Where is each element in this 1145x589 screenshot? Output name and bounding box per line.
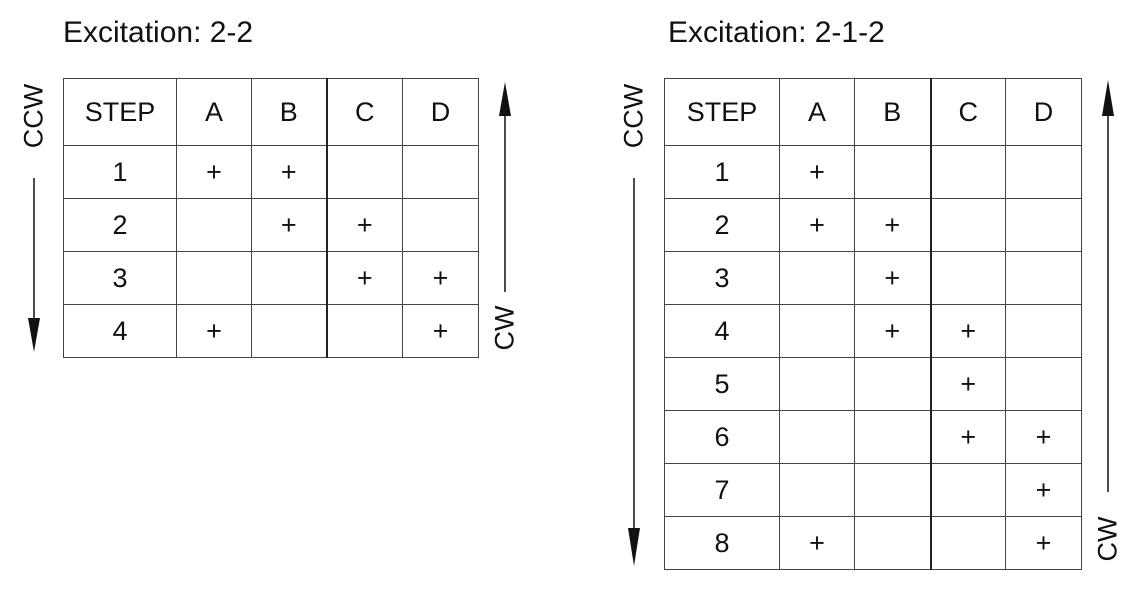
phase-cell	[854, 463, 931, 517]
step-number: 4	[63, 304, 177, 358]
ccw-label-right: CCW	[618, 83, 649, 149]
phase-cell	[929, 516, 1006, 570]
phase-cell: +	[251, 145, 327, 199]
cw-label-left: CW	[489, 305, 520, 351]
phase-cell: +	[854, 304, 931, 358]
table-row: 2 + +	[63, 198, 479, 252]
table-row: 4 + +	[63, 304, 479, 358]
header-phase-d: D	[402, 78, 479, 146]
ccw-arrow-right-head	[628, 528, 640, 566]
phase-cell	[779, 463, 855, 517]
phase-cell	[854, 410, 931, 464]
header-step: STEP	[63, 78, 177, 146]
phase-cell: +	[929, 357, 1006, 411]
step-number: 3	[63, 251, 177, 305]
table-row: 8 + +	[664, 516, 1082, 570]
header-row: STEP A B C D	[63, 78, 479, 146]
excitation-table-2-1-2: STEP A B C D 1 +2 + +3 +4 + +5 +6 + +7 +8 + +	[664, 78, 1082, 570]
excitation-table-2-2: STEP A B C D 1 + +2 + +3 + +4 + +	[63, 78, 479, 358]
header-step: STEP	[664, 78, 780, 146]
table-row: 7 +	[664, 463, 1082, 517]
phase-cell	[251, 304, 327, 358]
header-phase-b: B	[854, 78, 931, 146]
phase-cell	[854, 145, 931, 199]
step-number: 3	[664, 251, 780, 305]
step-number: 2	[664, 198, 780, 252]
table-row: 4 + +	[664, 304, 1082, 358]
phase-cell: +	[251, 198, 327, 252]
table-row: 3 + +	[63, 251, 479, 305]
header-phase-d: D	[1005, 78, 1082, 146]
phase-cell	[1005, 357, 1082, 411]
phase-cell	[929, 198, 1006, 252]
phase-cell: +	[325, 198, 403, 252]
phase-cell	[176, 198, 252, 252]
phase-cell: +	[779, 516, 855, 570]
cw-label-right: CW	[1092, 516, 1123, 562]
phase-cell	[854, 516, 931, 570]
phase-cell: +	[929, 304, 1006, 358]
header-row: STEP A B C D	[664, 78, 1082, 146]
table-title-2-1-2: Excitation: 2-1-2	[668, 16, 885, 49]
phase-cell	[402, 198, 479, 252]
phase-cell	[251, 251, 327, 305]
phase-cell	[1005, 304, 1082, 358]
phase-cell: +	[176, 145, 252, 199]
ccw-arrow-left-head	[28, 318, 40, 352]
table-row: 1 +	[664, 145, 1082, 199]
table-title-2-2: Excitation: 2-2	[63, 16, 254, 49]
phase-cell: +	[1005, 463, 1082, 517]
header-phase-c: C	[929, 78, 1006, 146]
phase-cell: +	[402, 304, 479, 358]
header-phase-a: A	[779, 78, 855, 146]
phase-cell	[779, 251, 855, 305]
phase-cell	[929, 251, 1006, 305]
phase-cell	[779, 304, 855, 358]
phase-cell	[779, 357, 855, 411]
cw-arrow-right-head	[1102, 80, 1114, 116]
phase-cell	[1005, 251, 1082, 305]
phase-cell: +	[854, 251, 931, 305]
step-number: 4	[664, 304, 780, 358]
step-number: 7	[664, 463, 780, 517]
table-row: 3 +	[664, 251, 1082, 305]
phase-cell: +	[779, 198, 855, 252]
phase-cell: +	[1005, 516, 1082, 570]
step-number: 8	[664, 516, 780, 570]
table-row: 5 +	[664, 357, 1082, 411]
phase-cell: +	[176, 304, 252, 358]
phase-cell: +	[325, 251, 403, 305]
phase-cell	[325, 304, 403, 358]
ccw-label-left: CCW	[18, 83, 49, 149]
cw-arrow-left-head	[499, 82, 511, 116]
step-number: 1	[664, 145, 780, 199]
phase-cell: +	[1005, 410, 1082, 464]
table-row: 1 + +	[63, 145, 479, 199]
step-number: 5	[664, 357, 780, 411]
